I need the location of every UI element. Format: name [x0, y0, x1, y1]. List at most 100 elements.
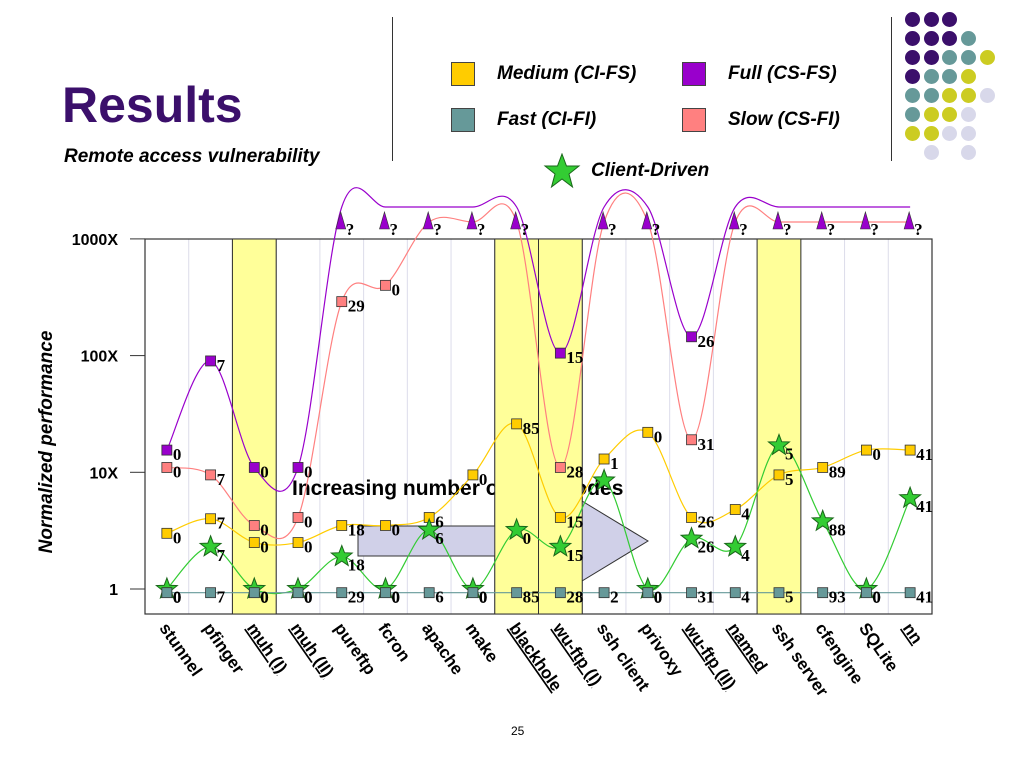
data-point-client — [810, 508, 835, 532]
data-label-client: 0 — [260, 588, 269, 607]
decor-dot — [923, 107, 939, 122]
data-label-client: 26 — [698, 538, 715, 557]
y-axis: 1 10X 100X 1000X — [72, 232, 145, 599]
data-label-slow: 29 — [348, 297, 365, 316]
y-axis-label: Normalized performance — [36, 330, 57, 553]
x-tick-label: nn — [899, 619, 926, 647]
data-point-medium — [642, 426, 654, 438]
timeout-marker — [335, 210, 347, 230]
legend-item-full: Full (CS-FS) — [682, 62, 837, 86]
data-point-slow — [292, 512, 304, 523]
data-label-full: 0 — [260, 462, 269, 481]
data-point-slow — [161, 462, 173, 473]
data-point-medium — [161, 527, 173, 539]
data-point-slow — [554, 462, 566, 473]
legend-item-medium: Medium (CI-FS) — [451, 62, 636, 86]
data-label-medium: 7 — [217, 514, 226, 533]
data-point-medium — [554, 512, 566, 523]
data-label-fast: 0 — [260, 588, 269, 607]
data-label-client: 0 — [304, 588, 313, 607]
data-label-slow: 0 — [391, 280, 400, 299]
data-point-fast — [292, 587, 304, 599]
data-point-full — [686, 331, 697, 343]
data-point-client — [504, 517, 529, 541]
data-label-medium: 89 — [829, 462, 846, 481]
data-point-slow — [336, 296, 348, 308]
x-tick-label: stunnel — [156, 619, 206, 679]
data-point-client — [329, 544, 354, 567]
data-label-full: 0 — [173, 445, 182, 464]
data-point-fast — [773, 587, 785, 599]
timeout-label: ? — [389, 220, 398, 239]
timeout-marker — [816, 210, 828, 230]
y-tick-label: 1000X — [72, 232, 119, 249]
data-point-fast — [904, 587, 916, 599]
data-label-client: 7 — [217, 546, 226, 565]
timeout-label: ? — [870, 220, 879, 239]
x-tick-label: pfinger — [199, 619, 248, 677]
data-label-client: 0 — [523, 529, 532, 548]
data-label-medium: 0 — [391, 521, 400, 540]
decor-dot — [961, 88, 977, 103]
data-point-slow — [686, 434, 697, 446]
data-label-medium: 1 — [610, 454, 619, 473]
data-label-full: 26 — [698, 332, 715, 351]
highlight-band-overlay — [756, 238, 802, 615]
data-label-medium: 15 — [566, 512, 583, 531]
decor-dot — [923, 31, 939, 46]
timeout-marker — [597, 210, 609, 230]
decor-dot — [961, 126, 977, 141]
data-label-slow: 31 — [698, 435, 715, 454]
data-point-fast — [511, 587, 523, 599]
data-label-medium: 6 — [435, 512, 444, 531]
timeout-marker — [772, 210, 784, 230]
timeout-label: ? — [827, 220, 836, 239]
decor-dot — [942, 126, 958, 141]
decor-dot — [942, 50, 958, 65]
legend-label-fast: Fast (CI-FI) — [497, 109, 597, 130]
data-label-client: 0 — [479, 588, 488, 607]
data-point-client — [679, 526, 704, 549]
timeout-label: ? — [652, 220, 661, 239]
data-point-fast — [861, 587, 872, 599]
decor-dot — [942, 88, 958, 103]
data-point-medium — [817, 462, 829, 473]
data-label-client: 0 — [654, 588, 663, 607]
data-label-fast: 7 — [217, 588, 226, 607]
decor-dot — [923, 88, 939, 103]
legend-swatch-slow — [682, 108, 706, 132]
data-point-fast — [817, 587, 829, 599]
data-point-medium — [380, 520, 391, 531]
decor-dot — [961, 31, 977, 46]
timeout-marker — [641, 210, 653, 230]
x-tick-label: muh (II) — [287, 619, 338, 680]
data-point-fast — [423, 587, 435, 599]
data-point-medium — [773, 469, 785, 481]
timeout-marker — [510, 210, 522, 230]
data-point-medium — [336, 520, 348, 531]
data-point-fast — [554, 587, 566, 599]
legend-item-slow: Slow (CS-FI) — [682, 108, 840, 132]
data-label-fast: 0 — [479, 588, 488, 607]
timeout-label: ? — [477, 220, 486, 239]
decor-dot — [905, 69, 920, 84]
data-point-client — [548, 534, 573, 557]
data-point-full — [161, 444, 173, 456]
data-point-medium — [598, 453, 610, 465]
data-label-slow: 0 — [260, 521, 269, 540]
data-point-medium — [205, 513, 216, 525]
data-point-fast — [336, 587, 348, 599]
legend-label-slow: Slow (CS-FI) — [728, 109, 840, 130]
data-point-client — [723, 534, 748, 557]
legend-swatch-medium — [451, 62, 475, 86]
data-label-client: 88 — [829, 520, 846, 539]
divider-left — [392, 17, 393, 161]
data-label-medium: 0 — [304, 538, 313, 557]
decor-dot — [979, 88, 995, 103]
data-label-client: 0 — [391, 588, 400, 607]
legend-label-medium: Medium (CI-FS) — [497, 63, 637, 84]
timeout-label: ? — [783, 220, 792, 239]
data-label-medium: 5 — [785, 470, 794, 489]
data-label-fast: 4 — [741, 588, 750, 607]
